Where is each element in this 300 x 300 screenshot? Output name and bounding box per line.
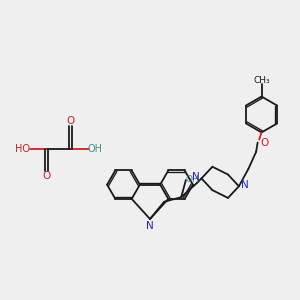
Text: CH₃: CH₃	[253, 76, 270, 85]
Text: HO: HO	[15, 143, 30, 154]
Text: O: O	[42, 171, 51, 182]
Text: N: N	[241, 180, 249, 190]
Text: O: O	[66, 116, 75, 126]
Text: O: O	[260, 138, 269, 148]
Text: N: N	[146, 220, 154, 231]
Text: OH: OH	[186, 176, 200, 184]
Text: N: N	[192, 172, 200, 182]
Text: OH: OH	[87, 143, 102, 154]
